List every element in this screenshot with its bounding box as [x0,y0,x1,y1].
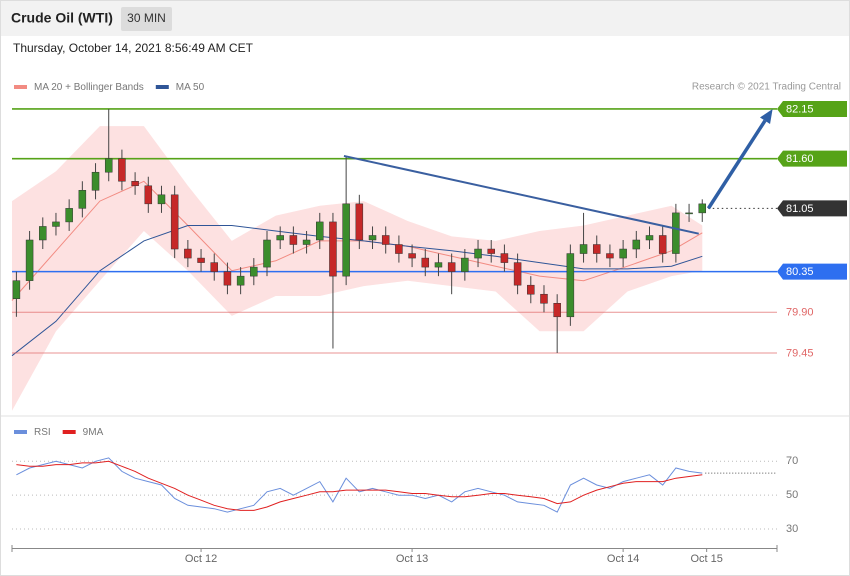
legend-label: RSI [34,427,51,438]
candle-body [474,248,482,259]
candle-body [316,221,324,241]
legend-swatch [155,85,169,89]
candle-body [540,293,548,304]
candle-body [236,275,245,286]
candle-body [672,212,680,254]
candle-body [104,158,113,173]
candle-body [579,244,588,254]
forecast-arrow [706,119,767,210]
candle-body [434,262,443,268]
candle-body [395,244,403,254]
candle-body [329,221,337,277]
x-tick-label: Oct 15 [690,553,722,565]
candle-body [632,239,641,250]
candle-body [197,257,205,263]
candle-body [619,248,627,259]
candle-body [184,248,192,259]
legend-swatch [14,430,27,434]
level-label: 82.15 [786,103,814,115]
candle-body [527,284,535,295]
series-line [16,460,703,511]
y-tick-label: 70 [786,455,798,467]
candle-body [461,257,469,272]
candle-body [355,203,364,241]
bollinger-band [12,126,703,411]
trendline [343,154,699,235]
candle-body [698,203,707,214]
candle-body [302,239,311,245]
candle-body [342,203,350,277]
interval-label: 30 MIN [127,11,166,25]
legend-label: MA 50 [176,82,205,93]
y-tick-label: 50 [786,489,798,501]
level-label: 80.35 [786,266,814,278]
candle-body [25,239,34,281]
forecast-arrowhead [759,108,773,124]
candle-body [157,194,166,205]
y-tick-label: 30 [786,523,798,535]
candle-body [250,266,258,277]
candle-body [276,235,284,241]
instrument-title: Crude Oil (WTI) [11,10,113,26]
candle-body [606,253,614,259]
candle-body [223,271,232,286]
x-tick-label: Oct 13 [396,553,428,565]
series-line [16,457,703,513]
candle-body [263,239,271,268]
candle-body [210,262,218,272]
legend-label: MA 20 + Bollinger Bands [34,82,144,93]
x-tick-label: Oct 12 [185,553,217,565]
level-tag [777,100,847,117]
candle-body [381,235,390,245]
candle-body [289,235,298,245]
level-tag [777,150,847,167]
candle-body [52,221,60,227]
level-label: 81.60 [786,153,814,165]
candle-body [685,212,693,215]
legend-label: 9MA [83,427,104,438]
candle-body [118,158,126,182]
candle-body [65,208,73,223]
interval-badge [121,7,172,31]
candle-body [12,280,21,299]
candle-body [645,235,654,241]
legend-swatch [14,85,27,89]
candle-body [170,194,179,250]
candle-body [368,235,377,241]
candle-body [421,257,430,268]
timestamp: Thursday, October 14, 2021 8:56:49 AM CE… [13,41,254,55]
x-tick-label: Oct 14 [607,553,639,565]
candle-body [78,190,87,209]
level-label: 79.90 [786,307,814,319]
candle-body [144,185,153,205]
candle-body [658,235,667,254]
candle-body [39,226,47,241]
level-label: 79.45 [786,347,814,359]
candle-body [91,171,100,191]
candle-body [566,253,575,318]
credit: Research © 2021 Trading Central [692,82,841,93]
moving-average-line [11,225,703,357]
candle-body [487,248,495,254]
candle-body [447,262,456,272]
level-tag [777,200,847,217]
level-label: 81.05 [786,203,814,215]
candle-body [592,244,601,254]
legend-swatch [62,430,76,434]
candle-body [553,303,561,318]
candle-body [500,253,509,263]
candle-body [513,262,522,286]
candle-body [408,253,416,259]
candle-body [131,181,139,187]
level-tag [777,263,847,280]
